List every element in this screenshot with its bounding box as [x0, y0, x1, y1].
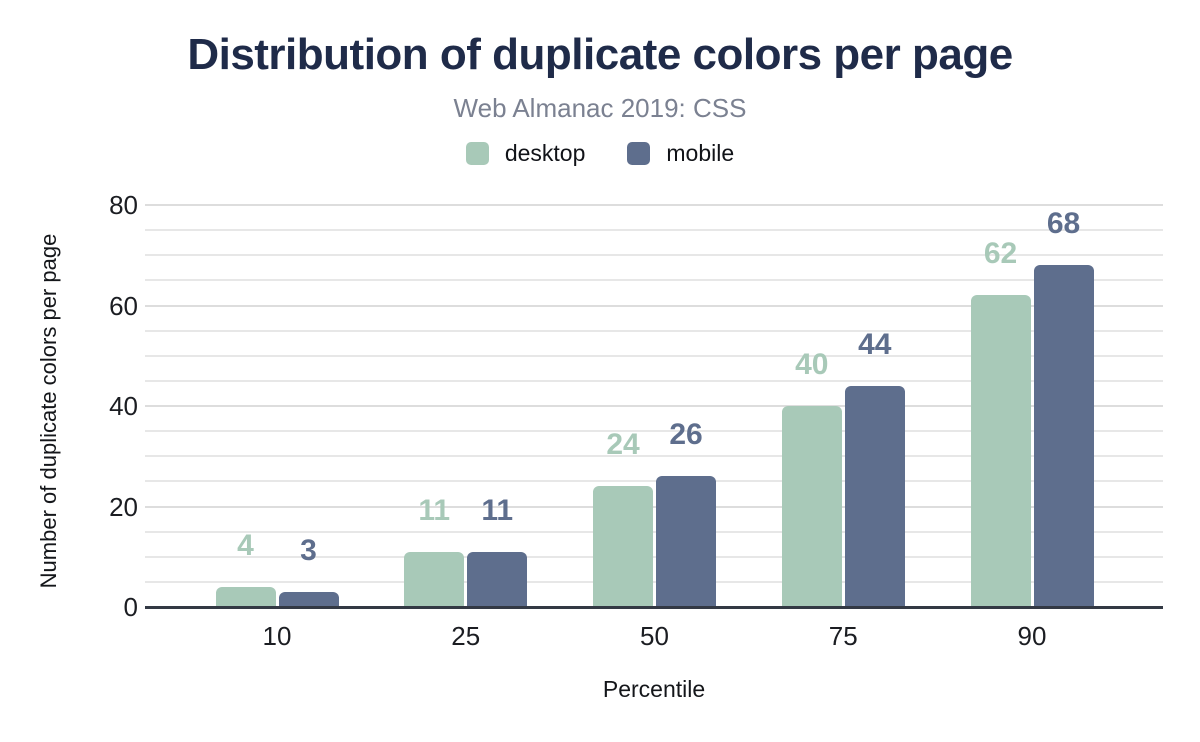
- y-tick-label: 40: [109, 391, 138, 421]
- bar-group: 11 11 25: [404, 205, 528, 651]
- gridline: [145, 379, 1163, 382]
- x-tick-label: 25: [451, 621, 481, 651]
- bar-mobile: [278, 591, 339, 607]
- gridline: [145, 229, 1163, 232]
- x-axis-title: Percentile: [602, 676, 706, 702]
- bar-group: 24 26 50: [593, 205, 716, 651]
- bar-desktop: [593, 486, 653, 607]
- x-tick-label: 75: [828, 621, 858, 651]
- y-tick-label: 0: [123, 592, 138, 622]
- bar-desktop: [404, 551, 465, 607]
- bar-mobile: [844, 385, 905, 607]
- gridline: [145, 430, 1163, 433]
- x-tick-label: 90: [1017, 621, 1047, 651]
- legend-label-desktop: desktop: [504, 139, 586, 166]
- bar-value-label-mobile: 26: [669, 418, 703, 452]
- x-axis-line: [145, 606, 1163, 609]
- legend-item-desktop: desktop: [465, 139, 586, 167]
- gridline: [145, 304, 1163, 307]
- gridline: [145, 405, 1163, 407]
- bar-value-label-desktop: 11: [418, 493, 451, 527]
- gridline: [145, 480, 1163, 483]
- bar-desktop: [970, 295, 1031, 607]
- bar-value-label-desktop: 4: [237, 528, 254, 562]
- bar-value-label-mobile: 44: [858, 327, 892, 361]
- gridline: [145, 555, 1163, 558]
- chart-title: Distribution of duplicate colors per pag…: [187, 30, 1013, 79]
- gridline: [145, 254, 1163, 257]
- bar-value-label-desktop: 40: [795, 348, 829, 381]
- gridline: [145, 580, 1163, 583]
- gridline: [145, 279, 1163, 282]
- x-tick-label: 50: [640, 621, 669, 651]
- mobile-series-swatch-icon: [627, 141, 651, 165]
- desktop-series-swatch-icon: [465, 141, 489, 165]
- gridline: [145, 505, 1163, 508]
- legend: desktop mobile: [0, 139, 1200, 167]
- bar-mobile: [1033, 265, 1094, 607]
- bar-desktop: [781, 406, 842, 607]
- bar-desktop: [215, 586, 276, 607]
- chart-subtitle: Web Almanac 2019: CSS: [453, 93, 747, 123]
- x-tick-label: 10: [262, 621, 292, 651]
- legend-item-mobile: mobile: [627, 140, 734, 167]
- bar-value-label-desktop: 24: [606, 428, 640, 462]
- bar-value-label-desktop: 62: [983, 237, 1018, 271]
- bar-value-label-mobile: 68: [1046, 207, 1081, 241]
- legend-label-mobile: mobile: [666, 139, 735, 166]
- plot-area: 4 3 10 11 11 25 24 26 50 40 44 75 62 68 90: [145, 204, 1163, 651]
- gridline: [145, 455, 1163, 458]
- bar-group: 62 68 90: [970, 205, 1094, 651]
- bar-mobile: [656, 476, 716, 607]
- bar-group: 4 3 10: [215, 205, 339, 651]
- gridline: [145, 204, 1163, 206]
- gridline: [145, 329, 1163, 332]
- gridline: [145, 354, 1163, 357]
- bar-value-label-mobile: 3: [300, 533, 317, 567]
- bar-mobile: [467, 551, 528, 607]
- y-tick-label: 60: [109, 290, 138, 321]
- bar-group: 40 44 75: [781, 205, 905, 651]
- y-tick-label: 80: [109, 190, 138, 220]
- gridline: [145, 530, 1163, 533]
- y-tick-label: 20: [109, 491, 138, 522]
- bar-value-label-mobile: 11: [481, 493, 514, 527]
